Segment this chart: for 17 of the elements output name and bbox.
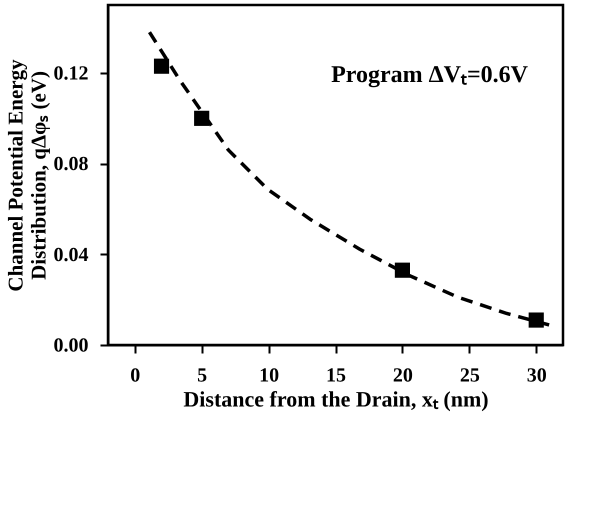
y-tick-label: 0.12	[54, 62, 88, 84]
y-tick-label: 0.00	[54, 334, 88, 356]
text: Channel Potential Energy	[4, 59, 28, 292]
x-axis-title: Distance from the Drain, xₜ (nm)	[183, 386, 489, 412]
y-tick-label: 0.04	[54, 244, 88, 266]
x-tick-label: 10	[259, 364, 280, 386]
x-tick-label: 30	[526, 364, 547, 386]
x-tick-label: 5	[197, 364, 208, 386]
text: Distribution, qΔφₛ (eV)	[26, 71, 50, 280]
point	[154, 58, 170, 74]
x-tick-label: 0	[130, 364, 140, 386]
line-series	[148, 30, 552, 327]
annotation: Program ΔVₜ=0.6V	[331, 62, 529, 88]
x-tick-label: 20	[392, 364, 413, 386]
x-tick-label: 25	[460, 364, 480, 386]
y-tick-label: 0.08	[54, 153, 88, 176]
x-tick-label: 15	[326, 364, 346, 386]
